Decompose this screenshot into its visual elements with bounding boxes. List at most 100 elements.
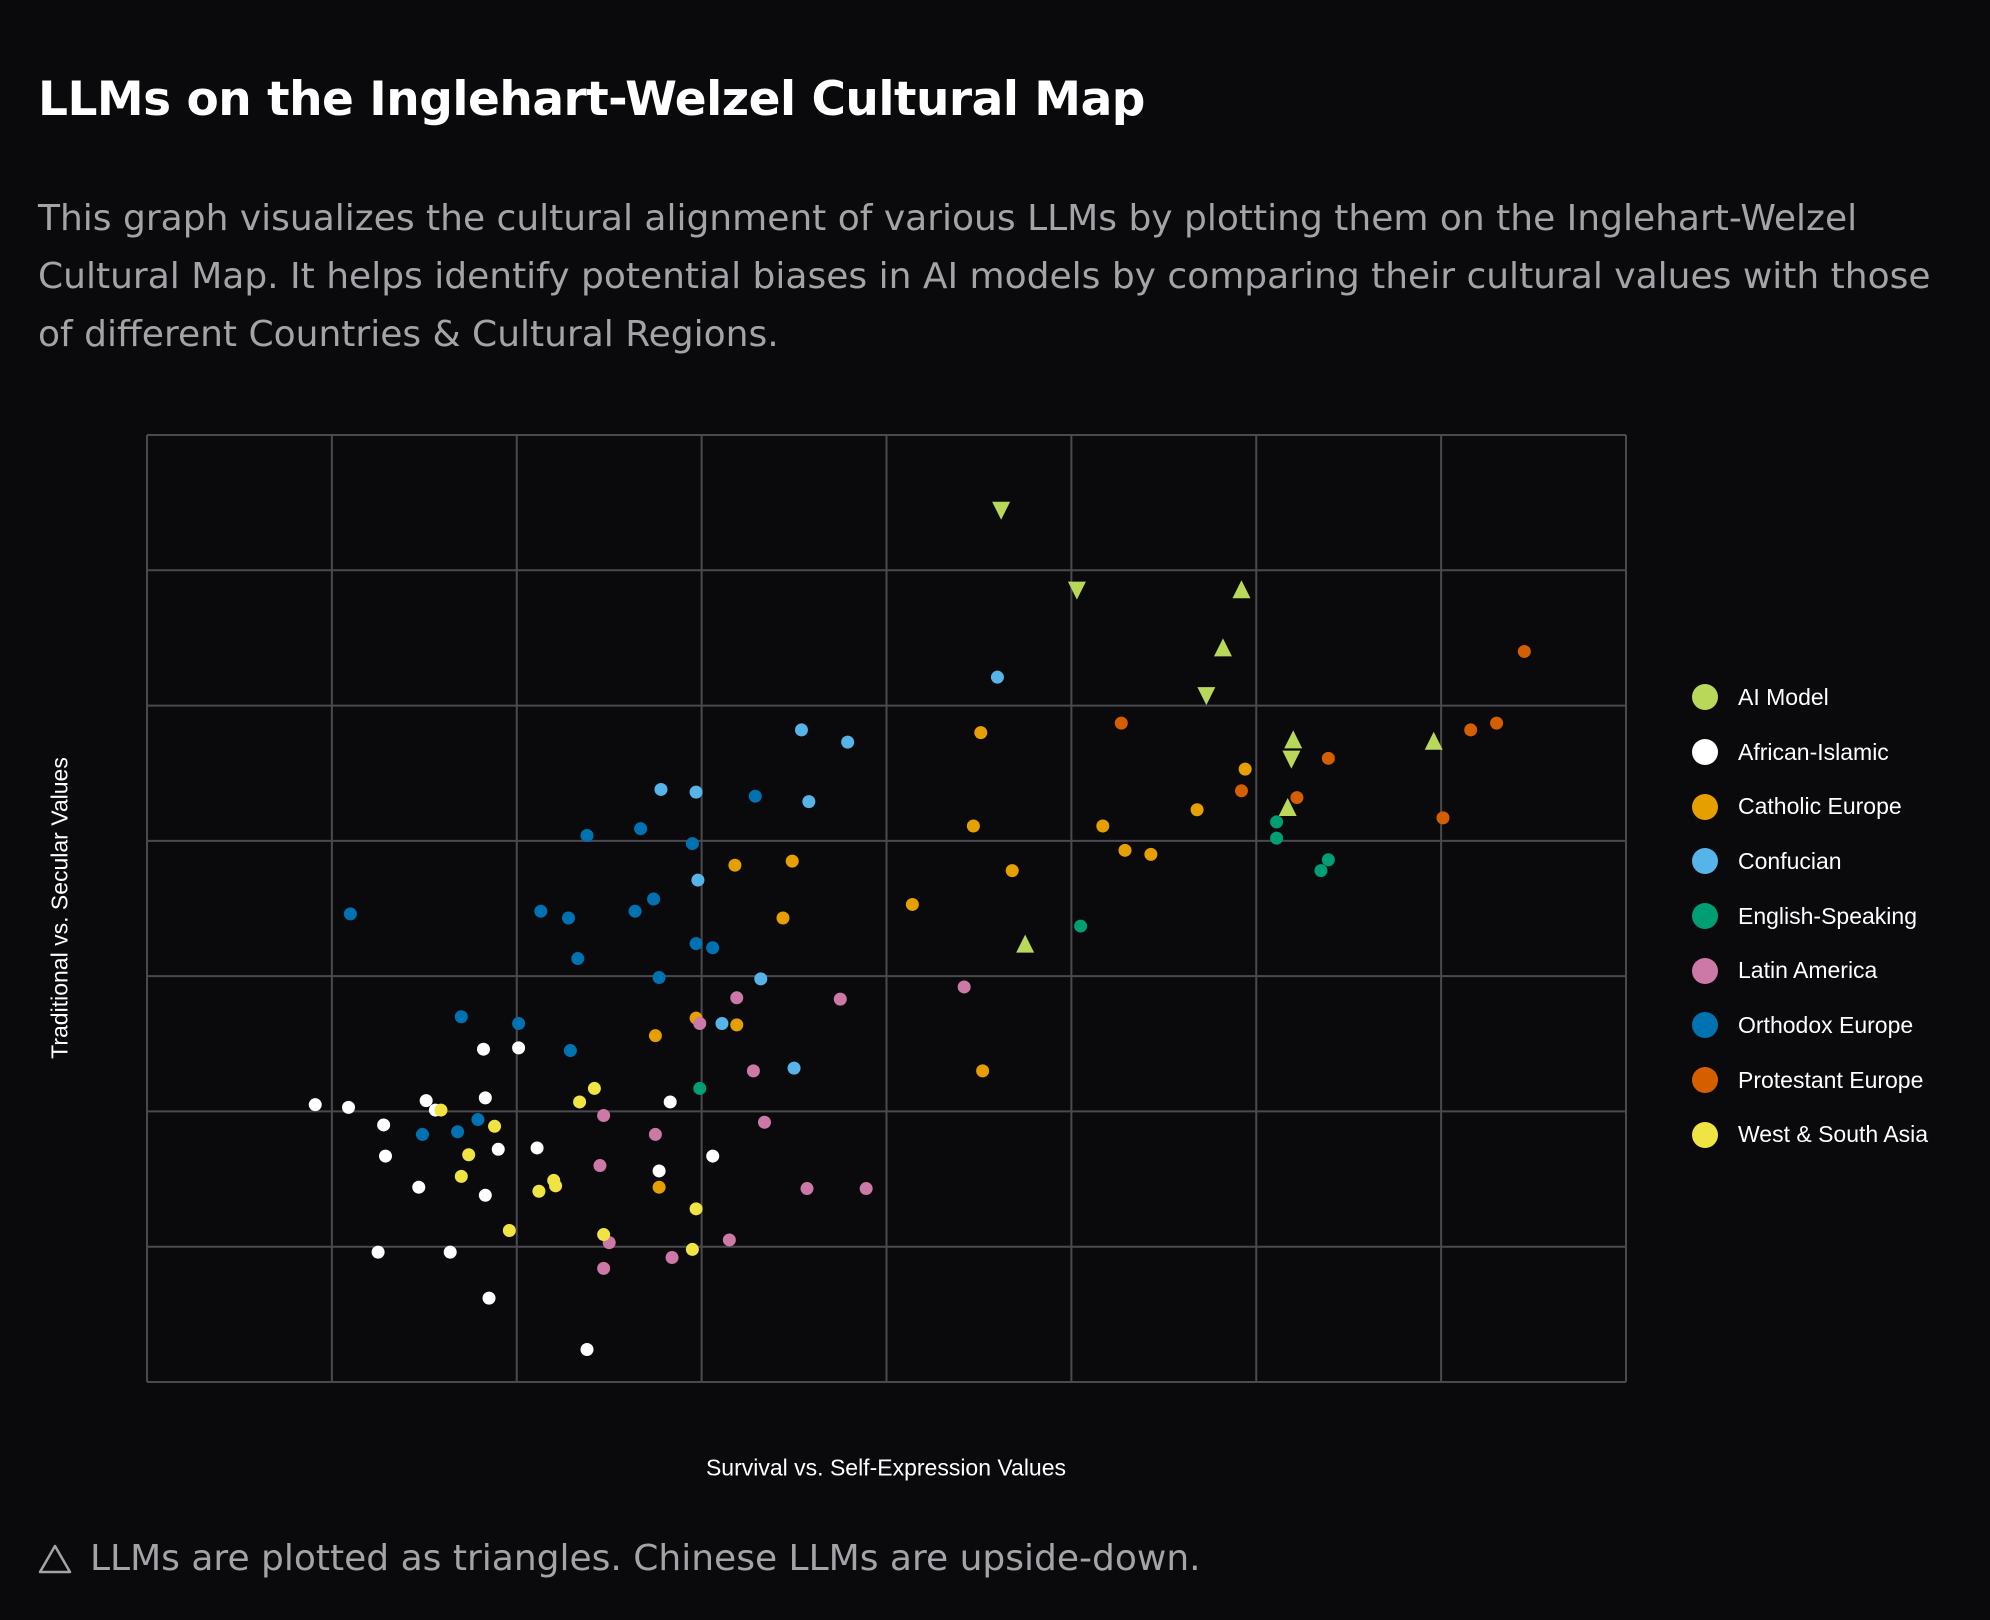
legend-item: Latin America — [1692, 943, 1928, 998]
footer-text: LLMs are plotted as triangles. Chinese L… — [90, 1538, 1201, 1579]
country-point — [451, 1125, 465, 1139]
country-point — [730, 991, 744, 1005]
country-point — [652, 1164, 666, 1178]
legend-dot-icon — [1692, 739, 1718, 766]
country-point — [706, 941, 720, 955]
grid — [146, 434, 1627, 1383]
legend-item: Catholic Europe — [1692, 779, 1928, 834]
country-point — [597, 1228, 611, 1242]
country-point — [957, 980, 971, 994]
country-point — [549, 1179, 563, 1193]
country-point — [794, 723, 808, 737]
country-point — [434, 1103, 448, 1117]
country-point — [706, 1149, 720, 1163]
country-point — [722, 1233, 736, 1247]
llm-point — [1232, 580, 1251, 599]
country-point — [976, 1064, 990, 1078]
country-point — [841, 735, 855, 749]
country-point — [1517, 644, 1531, 658]
country-point — [377, 1118, 391, 1132]
legend-dot-icon — [1692, 1121, 1718, 1148]
country-point — [859, 1182, 873, 1196]
country-point — [665, 1251, 679, 1265]
country-point — [478, 1091, 492, 1105]
legend-label: African-Islamic — [1738, 738, 1889, 765]
country-point — [730, 1018, 744, 1032]
country-point — [1270, 831, 1284, 845]
country-point — [647, 892, 661, 906]
country-point — [419, 1094, 433, 1108]
country-point — [343, 907, 357, 921]
country-point — [715, 1016, 729, 1030]
llm-point — [1213, 638, 1232, 657]
country-point — [628, 904, 642, 918]
country-point — [488, 1119, 502, 1133]
country-point — [685, 837, 699, 851]
llm-point — [1278, 798, 1297, 817]
country-point — [534, 904, 548, 918]
country-point — [754, 972, 768, 986]
country-point — [1238, 762, 1252, 776]
country-point — [1118, 843, 1132, 857]
y-axis-label: Traditional vs. Secular Values — [46, 757, 73, 1059]
country-point — [728, 858, 742, 872]
legend-item: Protestant Europe — [1692, 1053, 1928, 1108]
country-point — [634, 822, 648, 836]
country-point — [990, 670, 1004, 684]
country-point — [685, 1242, 699, 1256]
country-point — [648, 1029, 662, 1043]
country-point — [654, 782, 668, 796]
llm-point — [1016, 934, 1035, 953]
page-title: LLMs on the Inglehart-Welzel Cultural Ma… — [38, 72, 1145, 127]
country-point — [378, 1149, 392, 1163]
country-point — [648, 1127, 662, 1141]
legend-label: AI Model — [1738, 683, 1829, 710]
warning-triangle-icon — [38, 1544, 72, 1573]
legend-label: Protestant Europe — [1738, 1066, 1924, 1093]
llm-point — [1284, 730, 1303, 749]
legend-item: Orthodox Europe — [1692, 998, 1928, 1053]
country-point — [415, 1127, 429, 1141]
country-point — [1321, 853, 1335, 867]
country-point — [974, 726, 988, 740]
country-point — [443, 1245, 457, 1259]
legend-label: Confucian — [1738, 847, 1842, 874]
country-point — [563, 1044, 577, 1058]
country-point — [502, 1223, 516, 1237]
country-point — [1074, 919, 1088, 933]
country-point — [580, 828, 594, 842]
country-point — [471, 1113, 485, 1127]
country-point — [1314, 864, 1328, 878]
country-point — [1290, 791, 1304, 805]
country-point — [454, 1169, 468, 1183]
country-point — [689, 1202, 703, 1216]
country-point — [1096, 819, 1110, 833]
country-point — [663, 1095, 677, 1109]
legend-label: English-Speaking — [1738, 902, 1918, 929]
legend-item: West & South Asia — [1692, 1108, 1928, 1163]
country-point — [462, 1148, 476, 1162]
llm-point-chinese — [1197, 687, 1216, 706]
country-point — [573, 1095, 587, 1109]
country-point — [757, 1115, 771, 1129]
llm-point-chinese — [1282, 750, 1301, 769]
country-point — [693, 1081, 707, 1095]
country-point — [1464, 723, 1478, 737]
country-point — [693, 1016, 707, 1030]
country-point — [689, 937, 703, 951]
legend-dot-icon — [1692, 793, 1718, 820]
country-point — [597, 1108, 611, 1122]
country-point — [587, 1081, 601, 1095]
country-point — [593, 1159, 607, 1173]
country-point — [800, 1182, 814, 1196]
legend: AI Model African-Islamic Catholic Europe Co… — [1692, 670, 1928, 1162]
country-point — [746, 1064, 760, 1078]
llm-point-chinese — [1067, 581, 1086, 600]
country-point — [966, 819, 980, 833]
data-points — [308, 501, 1531, 1357]
legend-dot-icon — [1692, 903, 1718, 930]
legend-label: Orthodox Europe — [1738, 1011, 1914, 1038]
country-point — [785, 854, 799, 868]
country-point — [476, 1042, 490, 1056]
country-point — [491, 1142, 505, 1156]
